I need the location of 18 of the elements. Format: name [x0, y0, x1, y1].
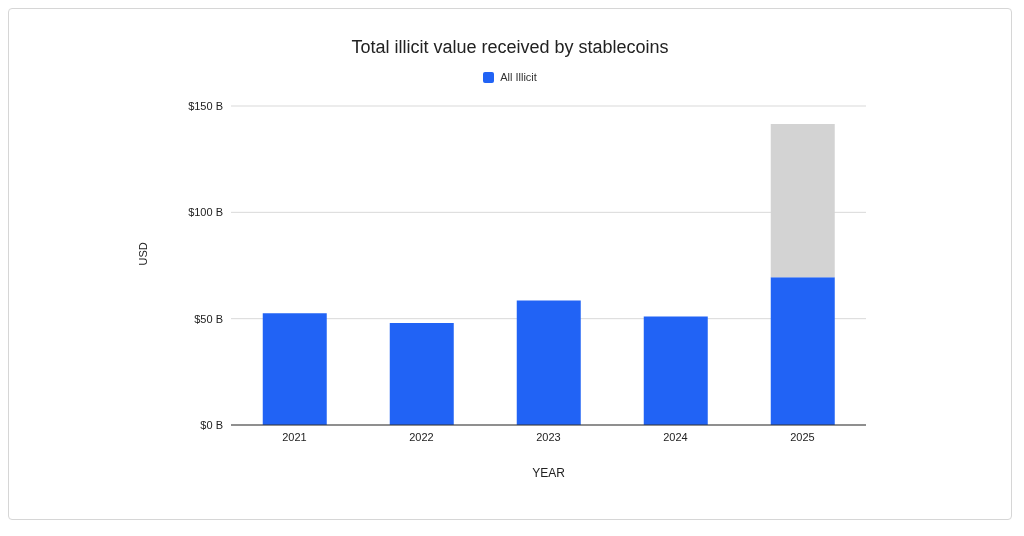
x-tick-label: 2021: [282, 430, 307, 443]
bar: [770, 277, 835, 425]
y-tick-label: $150 B: [188, 99, 223, 112]
y-tick-label: $50 B: [194, 312, 223, 325]
chart-title: Total illicit value received by stablecoins: [350, 37, 670, 58]
bar: [516, 300, 581, 425]
y-tick-label: $0 B: [200, 418, 223, 431]
y-tick-label: $100 B: [188, 206, 223, 219]
x-axis-title: YEAR: [532, 466, 566, 480]
y-axis-title: USD: [136, 242, 149, 266]
bar: [643, 316, 708, 425]
bar: [389, 322, 454, 425]
x-tick-label: 2022: [409, 430, 434, 443]
x-tick-label: 2023: [536, 430, 561, 443]
legend-label: All Illicit: [500, 71, 537, 83]
x-tick-label: 2025: [790, 430, 815, 443]
x-tick-label: 2024: [663, 430, 688, 443]
bar: [262, 313, 327, 425]
